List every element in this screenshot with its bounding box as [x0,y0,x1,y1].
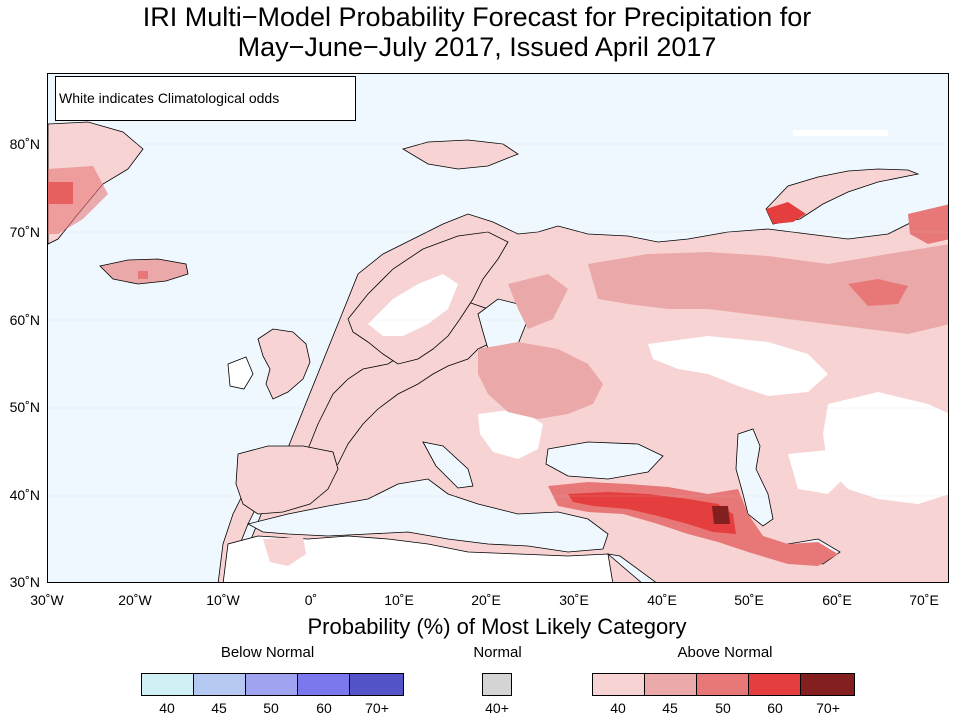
legend-swatch-above-70 [800,673,855,696]
legend-tick-below-50: 50 [263,700,279,716]
anatolia-iran-anomaly-60 [568,492,736,534]
legend-tick-below-40: 40 [159,700,175,716]
legend-swatch-below-50 [245,673,298,696]
northern-russia-anomaly-50 [848,279,908,306]
lon-label-70e: 70˚E [909,592,939,608]
novaya-zemlya-anomaly [766,202,806,224]
russia-climatology-area [648,336,828,396]
lat-label-50n: 50˚N [9,399,40,415]
arctic-ice-strip [793,130,888,136]
caucasus-anomaly-70 [712,506,730,524]
latitude-gridlines [48,143,948,497]
legend-title: Probability (%) of Most Likely Category [307,614,687,639]
lon-label-20w: 20˚W [118,592,152,608]
chart-title-line1: IRI Multi−Model Probability Forecast for… [142,2,812,32]
lon-label-20e: 20˚E [471,592,501,608]
forecast-map-graphic [48,74,948,582]
caspian-sea [735,428,774,527]
ural-anomaly-50 [908,204,948,244]
iceland-anomaly-cell [138,271,148,279]
lon-label-0: 0˚ [304,592,318,608]
lat-label-70n: 70˚N [9,224,40,240]
mediterranean-sea [246,478,609,553]
iberia-landmass [235,445,339,515]
lon-label-60e: 60˚E [822,592,852,608]
lat-label-30n: 30˚N [9,574,40,590]
lon-label-10e: 10˚E [384,592,414,608]
legend-tick-above-40: 40 [610,700,626,716]
legend-swatch-below-70 [349,673,404,696]
legend-swatch-normal-40 [482,673,512,696]
legend-tick-below-60: 60 [316,700,332,716]
lon-label-40e: 40˚E [647,592,677,608]
scandinavia-climatology-area [368,274,458,336]
lat-label-60n: 60˚N [9,312,40,328]
black-sea [545,441,664,480]
lon-label-10w: 10˚W [206,592,240,608]
lon-label-50e: 50˚E [734,592,764,608]
legend-above-normal-label: Above Normal [677,644,773,661]
eastern-europe-anomaly-45 [478,342,603,419]
british-isles-landmass [257,328,311,400]
ireland-landmass [227,356,254,390]
lat-label-40n: 40˚N [9,487,40,503]
legend-tick-above-50: 50 [715,700,731,716]
legend-below-normal-label: Below Normal [220,644,315,661]
chart-title-line2: May−June−July 2017, Issued April 2017 [237,32,717,62]
novaya-zemlya-landmass [765,168,920,225]
legend-swatch-above-50 [696,673,749,696]
lat-label-80n: 80˚N [9,136,40,152]
climatology-note: White indicates Climatological odds [55,76,356,121]
legend-swatch-below-60 [297,673,350,696]
legend-tick-below-70: 70+ [365,700,389,716]
lon-label-30e: 30˚E [559,592,589,608]
legend-swatch-below-40 [141,673,194,696]
north-africa-anomaly-patch [263,537,306,566]
western-russia-anomaly-45 [588,244,948,334]
legend-tick-above-60: 60 [767,700,783,716]
legend-swatch-above-40 [592,673,645,696]
finland-anomaly [508,274,568,329]
balkans-climatology-area [478,409,543,459]
kazakhstan-climatology-area [823,392,948,504]
svalbard-landmass [401,139,519,170]
north-africa-landmass [222,535,614,582]
legend-tick-above-70: 70+ [816,700,840,716]
greenland-moderate-anomaly [48,166,108,234]
central-asia-climatology-area [788,449,848,494]
lon-label-30w: 30˚W [30,592,64,608]
legend-swatch-above-45 [644,673,697,696]
legend-swatch-below-45 [193,673,246,696]
legend-tick-above-45: 45 [662,700,678,716]
legend-tick-normal-40: 40+ [485,700,509,716]
legend-tick-below-45: 45 [211,700,227,716]
red-sea [606,553,656,582]
legend-normal-label: Normal [473,644,522,661]
forecast-map [47,73,949,583]
legend-swatch-above-60 [748,673,801,696]
adriatic-sea [422,441,474,489]
